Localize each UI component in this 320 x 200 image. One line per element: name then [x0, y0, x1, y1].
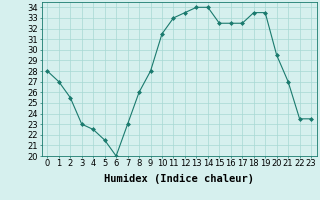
X-axis label: Humidex (Indice chaleur): Humidex (Indice chaleur) [104, 174, 254, 184]
